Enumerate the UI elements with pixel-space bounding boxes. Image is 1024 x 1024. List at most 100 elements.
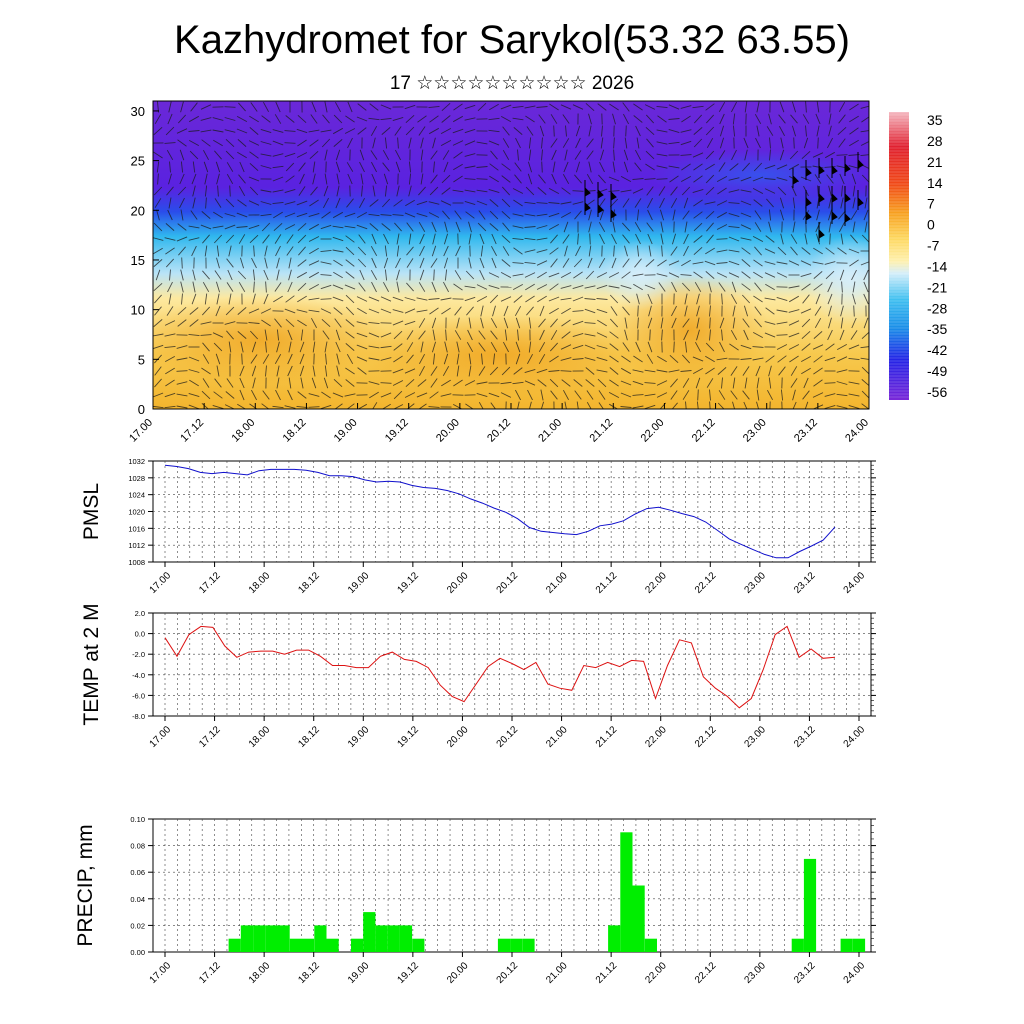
pmsl-x-tick-label: 23.12 — [792, 570, 818, 596]
precip-bar — [253, 925, 266, 952]
x-tick-label: 17.00 — [127, 417, 155, 445]
precip-bar — [522, 938, 535, 952]
precip-bar — [387, 925, 400, 952]
temp-x-tick-label: 22.00 — [643, 724, 669, 750]
y-tick-label: 25 — [131, 154, 145, 169]
temp-grid — [153, 613, 871, 716]
x-tick-label: 21.00 — [536, 417, 564, 445]
precip-y-tick-label: 0.06 — [130, 868, 145, 877]
y-tick-label: 0 — [138, 402, 145, 417]
pmsl-y-tick-label: 1028 — [128, 474, 145, 483]
precip-x-tick-label: 21.00 — [544, 960, 570, 986]
temp-x-tick-label: 22.12 — [693, 724, 719, 750]
precip-bar — [326, 938, 339, 952]
page-title: Kazhydromet for Sarykol(53.32 63.55) — [174, 18, 850, 62]
x-tick-label: 21.12 — [587, 417, 615, 445]
warm-core-1 — [153, 295, 390, 385]
upper-blue-band — [650, 150, 869, 200]
precip-x-tick-label: 20.12 — [495, 960, 521, 986]
y-tick-label: 20 — [131, 203, 145, 218]
precip-y-tick-label: 0.04 — [130, 895, 145, 904]
temp-ylabel: TEMP at 2 M — [80, 603, 103, 725]
precip-y-tick-label: 0.08 — [130, 842, 145, 851]
temp-y-tick-label: -6.0 — [132, 691, 145, 700]
temp-x-tick-label: 18.00 — [247, 724, 273, 750]
precip-bar — [302, 938, 315, 952]
temp-y-tick-label: -8.0 — [132, 712, 145, 721]
colorbar-label: -21 — [927, 279, 947, 295]
x-tick-label: 18.00 — [229, 417, 257, 445]
pmsl-y-tick-label: 1032 — [128, 457, 145, 466]
temp-y-tick-label: 2.0 — [135, 609, 145, 618]
pmsl-x-tick-label: 23.00 — [743, 570, 769, 596]
precip-grid — [153, 819, 871, 952]
x-tick-label: 22.00 — [639, 417, 667, 445]
temp-x-tick-label: 20.00 — [445, 724, 471, 750]
pmsl-x-tick-label: 19.00 — [346, 570, 372, 596]
precip-x-tick-label: 18.12 — [296, 960, 322, 986]
precip-bar — [351, 938, 364, 952]
colorbar-label: -49 — [927, 363, 947, 379]
colorbar-label: 28 — [927, 133, 943, 149]
precip-x-tick-label: 17.00 — [148, 960, 174, 986]
x-tick-label: 18.12 — [281, 417, 309, 445]
temp-x-tick-label: 21.00 — [544, 724, 570, 750]
precip-x-tick-label: 21.12 — [594, 960, 620, 986]
colorbar-label: -35 — [927, 321, 947, 337]
precip-x-tick-label: 22.00 — [643, 960, 669, 986]
precip-x-tick-label: 22.12 — [693, 960, 719, 986]
temp-x-tick-label: 17.12 — [197, 724, 223, 750]
precip-bar — [644, 938, 657, 952]
pmsl-x-tick-label: 21.12 — [594, 570, 620, 596]
precip-bar — [497, 938, 511, 952]
precip-bar — [852, 938, 866, 952]
cold-intrusion-2 — [805, 235, 869, 325]
precip-ylabel: PRECIP, mm — [74, 824, 97, 946]
temp-x-tick-label: 23.12 — [792, 724, 818, 750]
precip-x-tick-label: 24.00 — [842, 960, 868, 986]
warm-core-2 — [360, 315, 640, 395]
temp-series-line — [164, 625, 836, 709]
colorbar-label: -56 — [927, 384, 947, 400]
colorbar-label: 21 — [927, 154, 943, 170]
precip-x-tick-label: 19.00 — [346, 960, 372, 986]
precip-bar — [289, 938, 302, 952]
temp-x-tick-label: 24.00 — [842, 724, 868, 750]
pmsl-series-line — [164, 464, 836, 559]
precip-y-tick-label: 0.10 — [130, 815, 145, 824]
precip-bar — [228, 938, 241, 952]
precip-bar — [632, 885, 645, 952]
temp-y-tick-label: -4.0 — [132, 671, 145, 680]
precip-x-tick-label: 17.12 — [197, 960, 223, 986]
pmsl-x-tick-label: 20.00 — [445, 570, 471, 596]
colorbar-bands — [889, 111, 909, 398]
y-tick-label: 30 — [131, 104, 145, 119]
x-tick-label: 23.12 — [792, 417, 820, 445]
precip-bar — [510, 938, 523, 952]
pmsl-x-tick-label: 17.00 — [148, 570, 174, 596]
pmsl-ylabel: PMSL — [80, 483, 103, 540]
colorbar-label: -42 — [927, 342, 947, 358]
x-tick-label: 19.00 — [332, 417, 360, 445]
pmsl-y-tick-label: 1016 — [128, 524, 145, 533]
pmsl-x-tick-label: 19.12 — [396, 570, 422, 596]
y-tick-label: 10 — [131, 303, 145, 318]
temp-y-tick-label: 0.0 — [135, 630, 145, 639]
precip-bar — [840, 938, 853, 952]
temp-x-tick-label: 17.00 — [148, 724, 174, 750]
x-tick-label: 23.00 — [741, 417, 769, 445]
temp-x-tick-label: 21.12 — [594, 724, 620, 750]
precip-bar — [314, 925, 327, 952]
precip-y-tick-label: 0.02 — [130, 921, 145, 930]
precip-x-tick-label: 18.00 — [247, 960, 273, 986]
precip-x-tick-label: 20.00 — [445, 960, 471, 986]
temp-y-tick-label: -2.0 — [132, 650, 145, 659]
precip-bar — [399, 925, 413, 952]
precip-x-tick-label: 23.00 — [743, 960, 769, 986]
pmsl-x-tick-label: 22.00 — [643, 570, 669, 596]
pmsl-x-tick-label: 24.00 — [842, 570, 868, 596]
x-tick-label: 22.12 — [690, 417, 718, 445]
precip-y-tick-label: 0.00 — [130, 948, 145, 957]
colorbar-label: 7 — [927, 196, 935, 212]
